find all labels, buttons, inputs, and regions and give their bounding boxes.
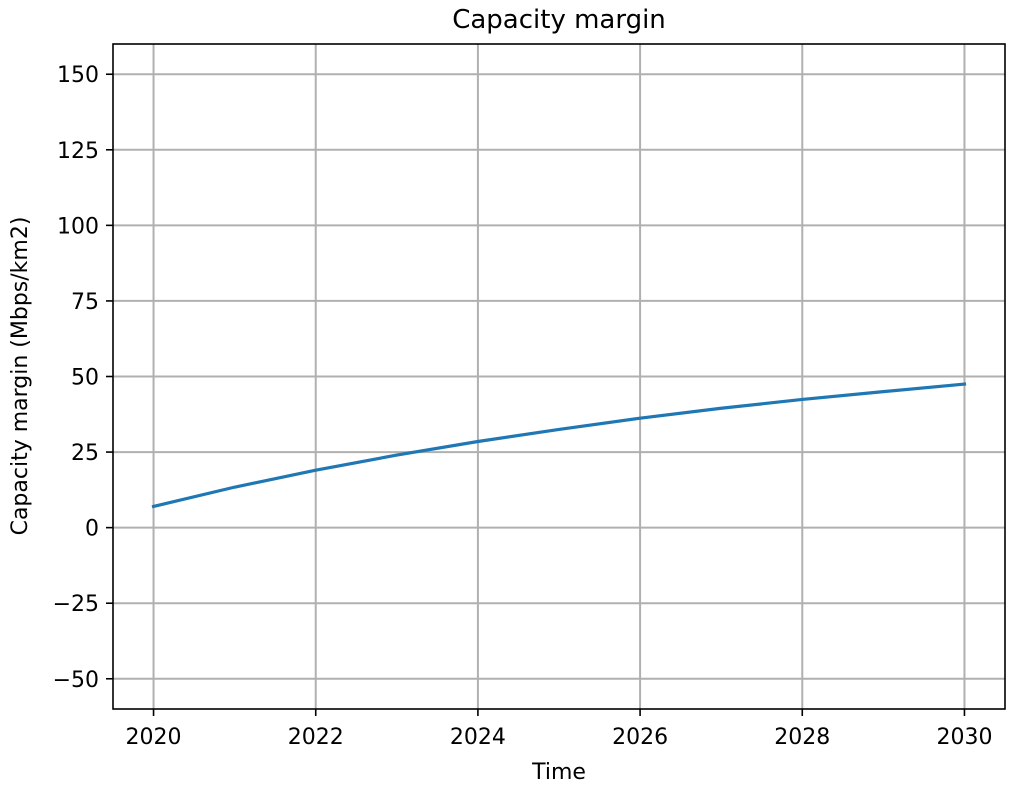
chart-title: Capacity margin bbox=[452, 5, 666, 35]
y-axis-label: Capacity margin (Mbps/km2) bbox=[8, 217, 33, 536]
x-tick-label: 2022 bbox=[288, 725, 344, 750]
x-axis-label: Time bbox=[531, 760, 586, 785]
x-tick-label: 2020 bbox=[126, 725, 182, 750]
series-line bbox=[151, 382, 967, 509]
y-tick-label: 0 bbox=[85, 517, 99, 542]
y-tick-label: 150 bbox=[57, 63, 99, 88]
tick-layer: 2020 2022 2024 2026 2028 2030 −50 −25 0 25 50 75 100… bbox=[53, 63, 993, 750]
x-tick-label: 2026 bbox=[612, 725, 668, 750]
x-tick-label: 2028 bbox=[774, 725, 830, 750]
series-layer bbox=[151, 382, 967, 509]
y-tick-label: 25 bbox=[71, 441, 99, 466]
y-tick-label: −50 bbox=[53, 668, 99, 693]
x-tick-label: 2030 bbox=[936, 725, 992, 750]
y-tick-label: 75 bbox=[71, 290, 99, 315]
x-tick-label: 2024 bbox=[450, 725, 506, 750]
y-tick-label: −25 bbox=[53, 592, 99, 617]
y-tick-label: 100 bbox=[57, 214, 99, 239]
grid-layer bbox=[113, 44, 1005, 709]
y-tick-label: 125 bbox=[57, 139, 99, 164]
y-tick-label: 50 bbox=[71, 366, 99, 391]
